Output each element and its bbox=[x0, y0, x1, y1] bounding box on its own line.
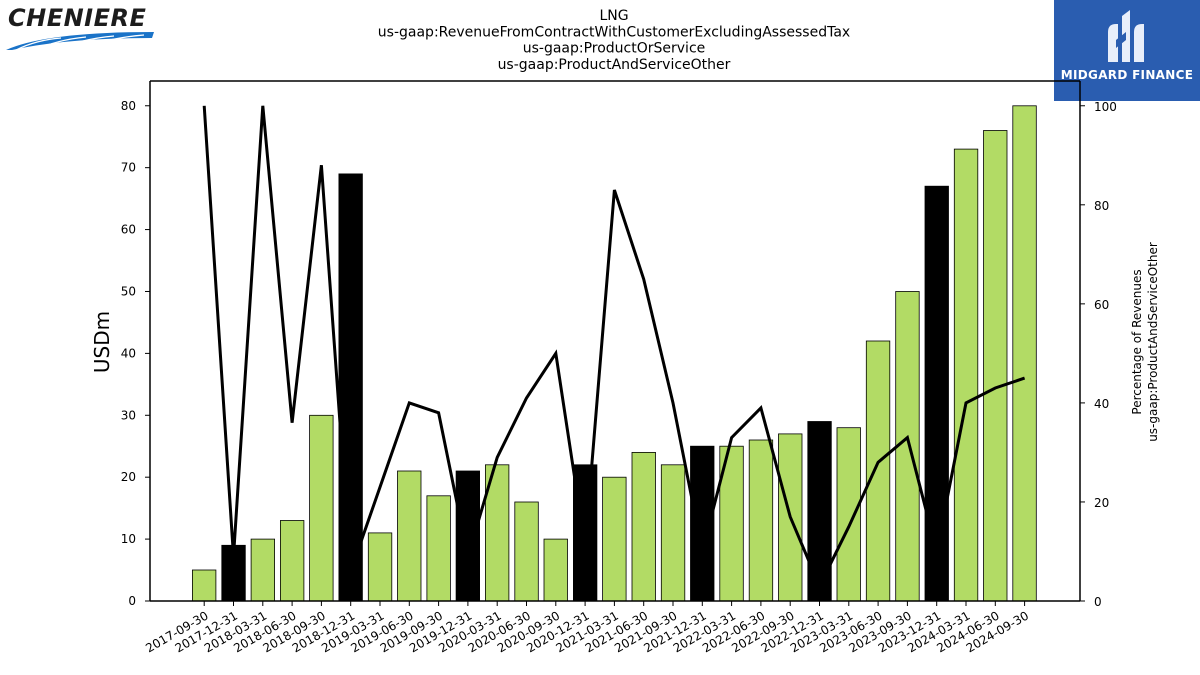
bar-2019-06-30 bbox=[397, 470, 422, 602]
y-axis-right-ticks: 0 20 40 60 80 100 bbox=[1080, 100, 1117, 609]
bar-2022-06-30 bbox=[748, 439, 774, 602]
y-left-tick-label: 30 bbox=[121, 408, 136, 422]
chart-title-line-2: us-gaap:RevenueFromContractWithCustomerE… bbox=[378, 24, 850, 40]
y-axis-left-label: USDm bbox=[90, 311, 114, 373]
chart-title-line-1: LNG bbox=[599, 8, 628, 24]
bar-2021-06-30 bbox=[631, 451, 656, 602]
bar-2020-06-30 bbox=[514, 501, 539, 602]
y-left-tick-label: 50 bbox=[121, 284, 136, 298]
y-right-tick-label: 100 bbox=[1094, 100, 1117, 114]
bar-2021-03-31 bbox=[602, 476, 627, 602]
y-right-tick-label: 60 bbox=[1094, 298, 1109, 312]
bar-2018-09-30 bbox=[309, 414, 334, 602]
y-axis-right-label-line2: us-gaap:ProductAndServiceOther bbox=[1146, 242, 1160, 442]
y-left-tick-label: 80 bbox=[121, 99, 136, 113]
bar-2023-06-30 bbox=[865, 340, 891, 602]
y-left-tick-label: 0 bbox=[128, 594, 136, 608]
y-left-tick-label: 40 bbox=[121, 346, 136, 360]
y-right-tick-label: 80 bbox=[1094, 199, 1109, 213]
bar-2019-03-31 bbox=[367, 532, 393, 602]
y-axis-right-label-line1: Percentage of Revenues bbox=[1130, 269, 1144, 414]
y-axis-left-ticks: 0 10 20 30 40 50 60 70 80 bbox=[121, 99, 150, 608]
bar-2018-03-31 bbox=[250, 538, 276, 602]
chart-title-line-3: us-gaap:ProductOrService bbox=[523, 41, 706, 57]
percentage-line bbox=[202, 105, 1026, 590]
midgard-mark-icon bbox=[1108, 10, 1144, 62]
y-left-tick-label: 20 bbox=[121, 470, 136, 484]
bar-2024-09-30 bbox=[1012, 105, 1037, 602]
bar-2020-09-30 bbox=[543, 538, 568, 602]
y-left-tick-label: 10 bbox=[121, 532, 136, 546]
y-right-tick-label: 20 bbox=[1094, 496, 1109, 510]
chart-title: LNGus-gaap:RevenueFromContractWithCustom… bbox=[378, 8, 850, 73]
bar-2021-09-30 bbox=[660, 464, 686, 602]
cheniere-swoosh-icon bbox=[6, 32, 154, 51]
bar-2018-06-30 bbox=[279, 520, 305, 602]
bar-2022-12-31 bbox=[807, 421, 832, 602]
bar-2024-03-31 bbox=[953, 148, 979, 602]
bar-2023-12-31 bbox=[924, 185, 949, 602]
y-left-tick-label: 70 bbox=[121, 161, 136, 175]
midgard-logo-text: MIDGARD FINANCE bbox=[1060, 68, 1194, 82]
cheniere-logo: CHENIERE bbox=[6, 4, 156, 52]
y-right-tick-label: 40 bbox=[1094, 397, 1109, 411]
chart-title-line-4: us-gaap:ProductAndServiceOther bbox=[498, 57, 731, 73]
cheniere-logo-text: CHENIERE bbox=[8, 4, 147, 32]
bar-2023-03-31 bbox=[836, 427, 861, 602]
bar-2018-12-31 bbox=[338, 173, 363, 602]
bar-2019-09-30 bbox=[426, 495, 451, 602]
bar-2019-12-31 bbox=[455, 470, 481, 602]
bar-2024-06-30 bbox=[983, 130, 1008, 602]
bar-2017-09-30 bbox=[191, 569, 217, 602]
midgard-finance-logo: MIDGARD FINANCE bbox=[1054, 0, 1200, 101]
x-axis-ticks: 2017-09-302017-12-312018-03-312018-06-30… bbox=[143, 601, 1031, 655]
percentage-series-line bbox=[202, 105, 1026, 590]
y-right-tick-label: 0 bbox=[1094, 595, 1102, 609]
bars bbox=[191, 105, 1037, 602]
y-left-tick-label: 60 bbox=[121, 223, 136, 237]
